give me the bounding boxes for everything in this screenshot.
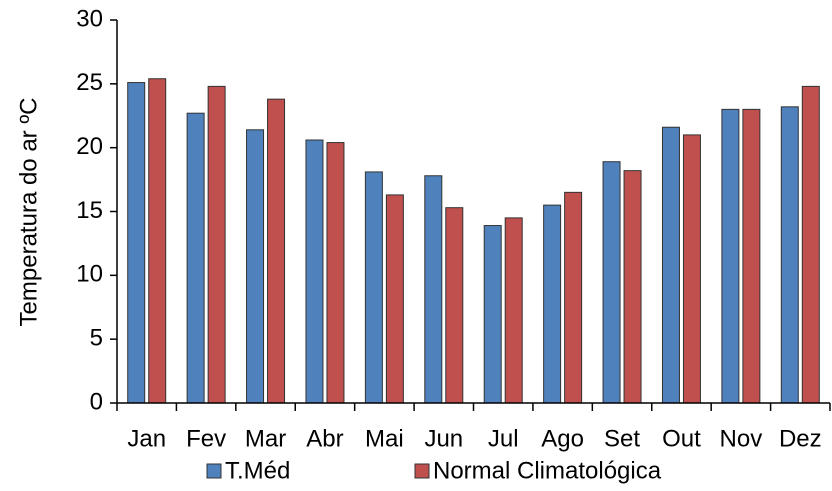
- bar: [661, 126, 680, 404]
- x-tick-label: Abr: [306, 425, 343, 452]
- bar: [385, 194, 404, 404]
- y-tick-label: 30: [76, 5, 103, 32]
- bar: [445, 207, 464, 404]
- bar: [721, 108, 740, 404]
- bar: [602, 161, 621, 404]
- bar: [504, 217, 523, 404]
- x-tick-label: Mai: [365, 425, 404, 452]
- bar: [483, 225, 502, 404]
- y-tick-label: 25: [76, 69, 103, 96]
- y-tick-label: 20: [76, 133, 103, 160]
- x-tick-label: Mar: [245, 425, 286, 452]
- x-tick-label: Jun: [424, 425, 463, 452]
- bar: [127, 82, 146, 404]
- legend-label: T.Méd: [225, 457, 290, 484]
- x-tick-label: Out: [662, 425, 701, 452]
- x-tick-label: Dez: [779, 425, 822, 452]
- legend-swatch: [206, 463, 222, 479]
- bar: [246, 129, 265, 404]
- x-tick-label: Jan: [127, 425, 166, 452]
- y-tick-label: 15: [76, 197, 103, 224]
- y-tick-label: 5: [90, 325, 103, 352]
- bar: [364, 171, 383, 404]
- x-tick-label: Set: [604, 425, 640, 452]
- legend-label: Normal Climatológica: [433, 457, 662, 484]
- x-tick-label: Jul: [488, 425, 519, 452]
- y-tick-label: 10: [76, 261, 103, 288]
- bar: [267, 98, 286, 404]
- bar: [623, 170, 642, 404]
- y-tick-label: 0: [90, 388, 103, 415]
- bar: [148, 78, 167, 404]
- bar: [780, 106, 799, 404]
- bar: [543, 204, 562, 404]
- bar: [682, 134, 701, 404]
- x-tick-label: Ago: [541, 425, 584, 452]
- bar: [742, 108, 761, 404]
- x-tick-label: Nov: [720, 425, 763, 452]
- bar: [305, 139, 324, 404]
- bar: [564, 191, 583, 404]
- x-tick-label: Fev: [186, 425, 226, 452]
- legend-swatch: [414, 463, 430, 479]
- bar: [801, 85, 820, 404]
- bar: [424, 175, 443, 404]
- bar: [326, 142, 345, 404]
- y-axis-title: Temperatura do ar ºC: [15, 98, 42, 327]
- bar: [186, 112, 205, 404]
- bar: [207, 85, 226, 404]
